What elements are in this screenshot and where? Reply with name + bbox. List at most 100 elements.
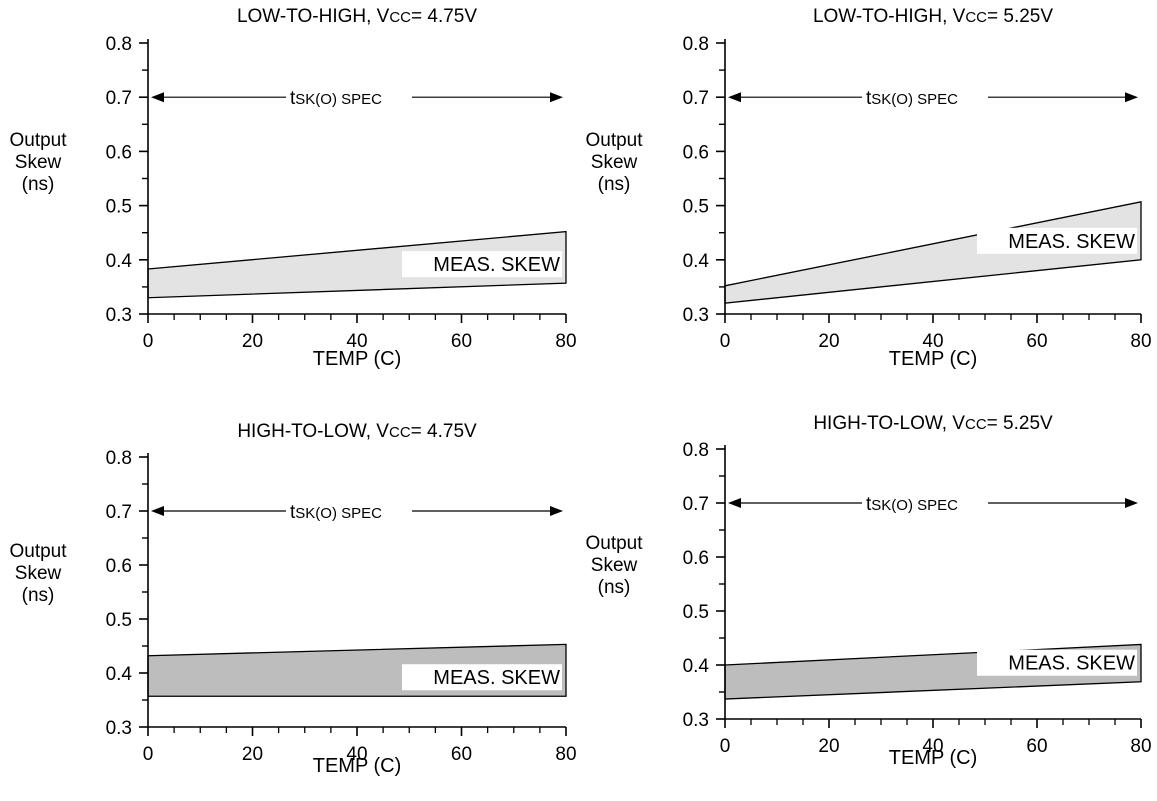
y-tick-label: 0.7 (683, 88, 709, 109)
spec-label-sub: SK(O) SPEC (871, 91, 958, 108)
spec-label-sub: SK(O) SPEC (871, 497, 958, 514)
x-tick-label: 0 (720, 331, 731, 352)
y-tick-label: 0.8 (683, 34, 709, 55)
arrow-right-icon (550, 92, 563, 103)
y-tick-label: 0.6 (106, 142, 132, 163)
x-tick-label: 80 (555, 744, 576, 765)
x-tick-label: 40 (922, 736, 943, 757)
y-tick-label: 0.3 (106, 718, 132, 739)
spec-label-main: t (866, 494, 872, 515)
y-tick-label: 0.6 (683, 548, 709, 569)
x-tick-label: 80 (555, 331, 576, 352)
y-axis-label-line: Skew (14, 152, 62, 173)
y-tick-label: 0.3 (683, 305, 709, 326)
x-tick-label: 40 (922, 331, 943, 352)
y-axis-label-line: (ns) (597, 174, 631, 195)
x-tick-label: 20 (818, 331, 839, 352)
y-tick-label: 0.3 (683, 710, 709, 731)
title-subscript: CC (388, 424, 411, 441)
meas-skew-label-bg (402, 251, 562, 278)
x-tick-label: 80 (1130, 736, 1151, 757)
y-tick-label: 0.8 (106, 448, 132, 469)
x-axis-label: TEMP (C) (312, 755, 402, 777)
x-tick-label: 20 (242, 331, 263, 352)
y-axis-label: Output Skew (ns) (574, 130, 654, 196)
meas-skew-label: MEAS. SKEW (1008, 653, 1135, 675)
y-tick-label: 0.5 (683, 197, 709, 218)
meas-skew-label-bg (402, 664, 562, 691)
x-axis-label: TEMP (C) (888, 747, 978, 769)
y-tick-label: 0.8 (106, 34, 132, 55)
arrow-right-icon (1125, 498, 1138, 508)
y-tick-label: 0.7 (683, 494, 709, 515)
spec-label: tSK(O) SPEC (866, 88, 958, 109)
chart-panel-2: 0.3 0.4 0.5 0.6 0.7 0.8 0 20 40 60 80 tSK(O) SPEC ME… (683, 34, 1152, 352)
x-tick-label: 20 (242, 744, 263, 765)
y-axis-label-line: (ns) (21, 174, 55, 195)
y-tick-label: 0.5 (106, 197, 132, 218)
y-tick-label: 0.7 (106, 502, 132, 523)
arrow-left-icon (151, 92, 164, 103)
y-tick-label: 0.5 (106, 610, 132, 631)
meas-skew-label: MEAS. SKEW (433, 254, 560, 276)
chart-title: LOW-TO-HIGH, VCC= 4.75V (237, 6, 477, 28)
meas-skew-label: MEAS. SKEW (1008, 231, 1135, 253)
meas-skew-label-bg (977, 649, 1137, 676)
title-main: LOW-TO-HIGH, V (236, 6, 390, 27)
y-axis-label-line: Output (9, 130, 67, 151)
y-tick-label: 0.3 (106, 305, 132, 326)
title-tail: = 5.25V (986, 413, 1053, 434)
meas-skew-label-bg (977, 227, 1137, 254)
arrow-right-icon (550, 506, 563, 516)
y-axis-label-line: Output (9, 541, 67, 562)
arrow-left-icon (728, 498, 741, 508)
spec-label-main: t (866, 88, 872, 109)
spec-label: tSK(O) SPEC (866, 494, 958, 515)
y-axis-label-line: (ns) (21, 585, 55, 606)
spec-label: tSK(O) SPEC (290, 88, 382, 109)
y-tick-label: 0.7 (106, 88, 132, 109)
title-tail: = 4.75V (411, 6, 478, 27)
title-main: HIGH-TO-LOW, V (813, 413, 965, 434)
y-tick-label: 0.4 (683, 251, 710, 272)
y-axis-label-line: Skew (14, 563, 62, 584)
spec-label-main: t (290, 88, 296, 109)
chart-panel-3: 0.3 0.4 0.5 0.6 0.7 0.8 0 20 40 60 80 tSK(O) SPEC ME… (106, 448, 577, 765)
title-tail: = 4.75V (410, 421, 477, 442)
y-axis-label: Output Skew (ns) (0, 130, 78, 196)
x-tick-label: 0 (720, 736, 731, 757)
title-main: LOW-TO-HIGH, V (812, 6, 966, 27)
y-tick-label: 0.6 (683, 142, 709, 163)
title-tail: = 5.25V (987, 6, 1054, 27)
y-axis-label-line: Output (585, 533, 643, 554)
y-axis-label: Output Skew (ns) (0, 541, 78, 607)
title-subscript: CC (964, 416, 987, 433)
y-tick-label: 0.8 (683, 440, 709, 461)
x-tick-label: 60 (451, 331, 472, 352)
y-tick-label: 0.6 (106, 556, 132, 577)
x-axis-label: TEMP (C) (888, 348, 978, 370)
meas-skew-label: MEAS. SKEW (433, 667, 560, 689)
x-tick-label: 60 (1026, 736, 1047, 757)
y-axis-label: Output Skew (ns) (574, 533, 654, 599)
spec-label: tSK(O) SPEC (290, 502, 382, 523)
title-subscript: CC (965, 9, 988, 26)
spec-label-main: t (290, 502, 296, 523)
x-tick-label: 0 (143, 331, 154, 352)
chart-title: LOW-TO-HIGH, VCC= 5.25V (813, 6, 1053, 28)
spec-label-sub: SK(O) SPEC (295, 91, 382, 108)
x-tick-label: 0 (143, 744, 154, 765)
chart-title: HIGH-TO-LOW, VCC= 5.25V (813, 413, 1052, 435)
y-axis-label-line: (ns) (597, 577, 631, 598)
chart-title: HIGH-TO-LOW, VCC= 4.75V (237, 421, 476, 443)
chart-panel-1: 0.3 0.4 0.5 0.6 0.7 0.8 0 20 40 60 80 tSK(O) SPEC ME… (106, 34, 577, 352)
x-tick-label: 60 (451, 744, 472, 765)
x-tick-label: 40 (346, 331, 367, 352)
y-tick-label: 0.4 (683, 656, 710, 677)
y-axis-label-line: Output (585, 130, 643, 151)
title-subscript: CC (389, 9, 412, 26)
y-tick-label: 0.5 (683, 602, 709, 623)
y-tick-label: 0.4 (106, 664, 133, 685)
spec-label-sub: SK(O) SPEC (295, 505, 382, 522)
